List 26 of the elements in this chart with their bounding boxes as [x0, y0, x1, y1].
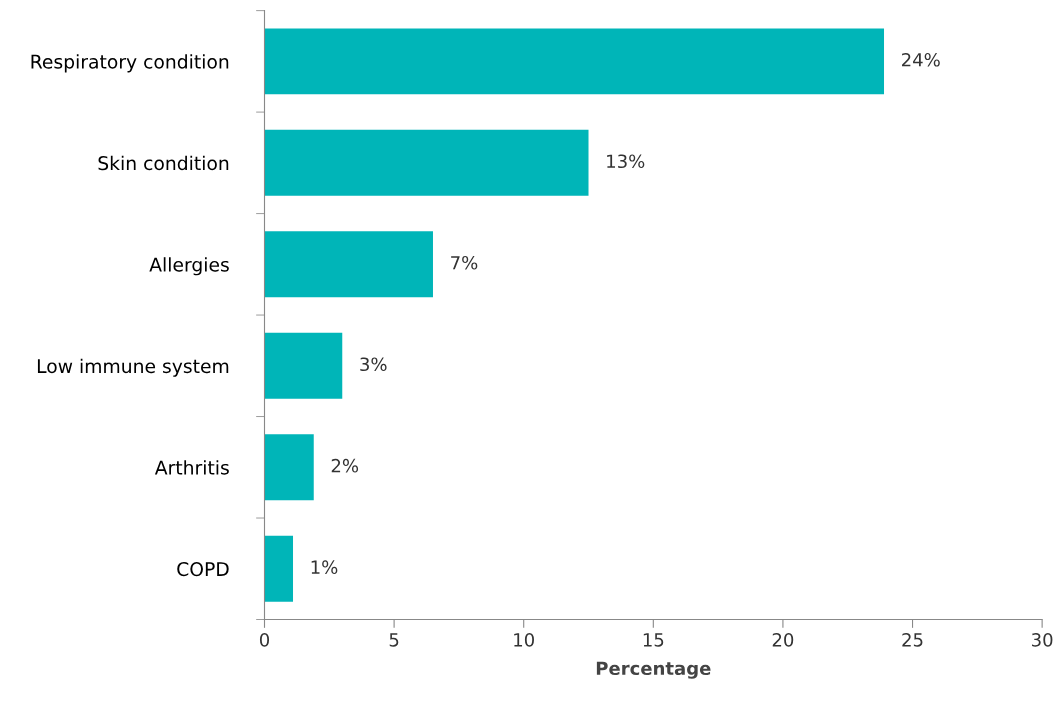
x-tick-label: 5: [389, 633, 399, 647]
y-tick-label: Respiratory condition: [31, 54, 229, 73]
data-label: 1%: [311, 560, 338, 574]
bar: [264, 129, 589, 196]
x-tick-label: 30: [1032, 633, 1053, 647]
bar: [264, 434, 314, 501]
y-tick-label: Arthritis: [154, 460, 229, 475]
bar: [264, 231, 433, 298]
x-tick-label: 15: [643, 633, 664, 647]
data-label: 7%: [451, 255, 478, 270]
bar: [264, 332, 343, 399]
data-label: 2%: [331, 458, 359, 473]
data-label: 24%: [902, 52, 940, 67]
x-tick-label: 0: [259, 633, 270, 647]
x-axis-title: Percentage: [596, 661, 711, 679]
bar: [264, 535, 294, 602]
bar: [264, 28, 885, 95]
data-label: 13%: [607, 154, 645, 169]
y-tick-label: Low immune system: [37, 358, 229, 377]
x-tick-label: 20: [772, 633, 794, 647]
x-tick-label: 25: [902, 633, 923, 647]
x-tick-label: 10: [514, 633, 534, 647]
y-tick-label: Skin condition: [98, 155, 229, 171]
y-tick-label: COPD: [177, 561, 229, 577]
data-label: 3%: [360, 357, 387, 372]
y-tick-label: Allergies: [149, 257, 229, 276]
